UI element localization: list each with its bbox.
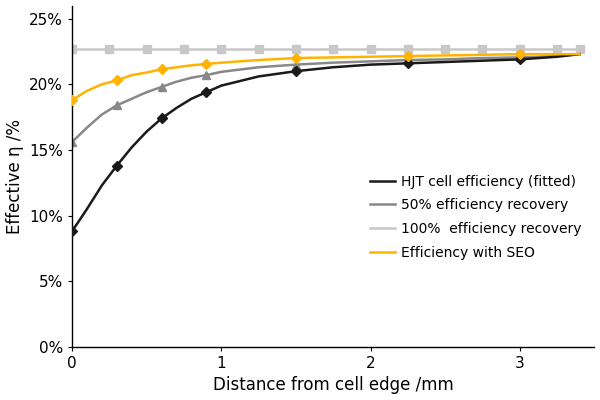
50% efficiency recovery [98, 112, 106, 117]
Efficiency with SEO [479, 52, 486, 57]
100%  efficiency recovery [367, 46, 374, 51]
Efficiency with SEO [367, 54, 374, 59]
50% efficiency recovery [158, 84, 165, 89]
100%  efficiency recovery [554, 46, 561, 51]
100%  efficiency recovery [143, 46, 150, 51]
50% efficiency recovery [173, 79, 180, 84]
Efficiency with SEO [442, 53, 449, 58]
Efficiency with SEO [68, 98, 76, 102]
HJT cell efficiency (fitted) [442, 60, 449, 64]
Efficiency with SEO [173, 65, 180, 70]
Y-axis label: Effective η /%: Effective η /% [5, 119, 23, 234]
HJT cell efficiency (fitted) [158, 116, 165, 121]
50% efficiency recovery [83, 125, 91, 130]
HJT cell efficiency (fitted) [203, 90, 210, 94]
50% efficiency recovery [255, 65, 262, 70]
Efficiency with SEO [218, 60, 225, 65]
50% efficiency recovery [188, 75, 195, 80]
100%  efficiency recovery [218, 46, 225, 51]
Efficiency with SEO [292, 56, 299, 60]
Efficiency with SEO [143, 70, 150, 75]
HJT cell efficiency (fitted) [576, 52, 583, 56]
HJT cell efficiency (fitted) [98, 183, 106, 188]
100%  efficiency recovery [442, 46, 449, 51]
100%  efficiency recovery [181, 46, 188, 51]
50% efficiency recovery [516, 55, 523, 60]
HJT cell efficiency (fitted) [188, 96, 195, 101]
Line: HJT cell efficiency (fitted): HJT cell efficiency (fitted) [68, 51, 583, 235]
HJT cell efficiency (fitted) [479, 58, 486, 63]
50% efficiency recovery [203, 73, 210, 78]
100%  efficiency recovery [576, 46, 583, 51]
HJT cell efficiency (fitted) [516, 57, 523, 62]
HJT cell efficiency (fitted) [173, 106, 180, 110]
Efficiency with SEO [554, 52, 561, 56]
50% efficiency recovery [404, 58, 412, 62]
50% efficiency recovery [329, 60, 337, 65]
100%  efficiency recovery [255, 46, 262, 51]
HJT cell efficiency (fitted) [255, 74, 262, 79]
HJT cell efficiency (fitted) [128, 145, 136, 150]
HJT cell efficiency (fitted) [329, 65, 337, 70]
50% efficiency recovery [218, 70, 225, 74]
50% efficiency recovery [128, 96, 136, 101]
Efficiency with SEO [255, 58, 262, 62]
50% efficiency recovery [576, 52, 583, 56]
Efficiency with SEO [158, 67, 165, 72]
HJT cell efficiency (fitted) [68, 229, 76, 234]
100%  efficiency recovery [106, 46, 113, 51]
100%  efficiency recovery [329, 46, 337, 51]
100%  efficiency recovery [292, 46, 299, 51]
Line: 100%  efficiency recovery: 100% efficiency recovery [68, 45, 584, 53]
Line: Efficiency with SEO: Efficiency with SEO [68, 51, 583, 104]
Efficiency with SEO [404, 54, 412, 58]
50% efficiency recovery [143, 90, 150, 94]
HJT cell efficiency (fitted) [143, 129, 150, 134]
HJT cell efficiency (fitted) [554, 54, 561, 59]
50% efficiency recovery [113, 103, 121, 108]
Legend: HJT cell efficiency (fitted), 50% efficiency recovery, 100%  efficiency recovery: HJT cell efficiency (fitted), 50% effici… [364, 169, 587, 265]
HJT cell efficiency (fitted) [218, 83, 225, 88]
50% efficiency recovery [292, 62, 299, 67]
Efficiency with SEO [576, 52, 583, 56]
50% efficiency recovery [367, 59, 374, 64]
Efficiency with SEO [113, 78, 121, 83]
Efficiency with SEO [98, 82, 106, 87]
Line: 50% efficiency recovery: 50% efficiency recovery [68, 50, 584, 146]
50% efficiency recovery [479, 56, 486, 60]
100%  efficiency recovery [516, 46, 523, 51]
Efficiency with SEO [188, 63, 195, 68]
Efficiency with SEO [83, 88, 91, 93]
Efficiency with SEO [203, 62, 210, 66]
100%  efficiency recovery [68, 46, 76, 51]
HJT cell efficiency (fitted) [113, 163, 121, 168]
Efficiency with SEO [329, 55, 337, 60]
HJT cell efficiency (fitted) [367, 62, 374, 67]
50% efficiency recovery [68, 140, 76, 144]
100%  efficiency recovery [404, 46, 412, 51]
100%  efficiency recovery [479, 46, 486, 51]
50% efficiency recovery [554, 54, 561, 58]
HJT cell efficiency (fitted) [404, 61, 412, 66]
X-axis label: Distance from cell edge /mm: Distance from cell edge /mm [213, 376, 454, 394]
50% efficiency recovery [442, 57, 449, 62]
HJT cell efficiency (fitted) [83, 207, 91, 212]
HJT cell efficiency (fitted) [292, 69, 299, 74]
Efficiency with SEO [128, 73, 136, 78]
Efficiency with SEO [516, 52, 523, 56]
